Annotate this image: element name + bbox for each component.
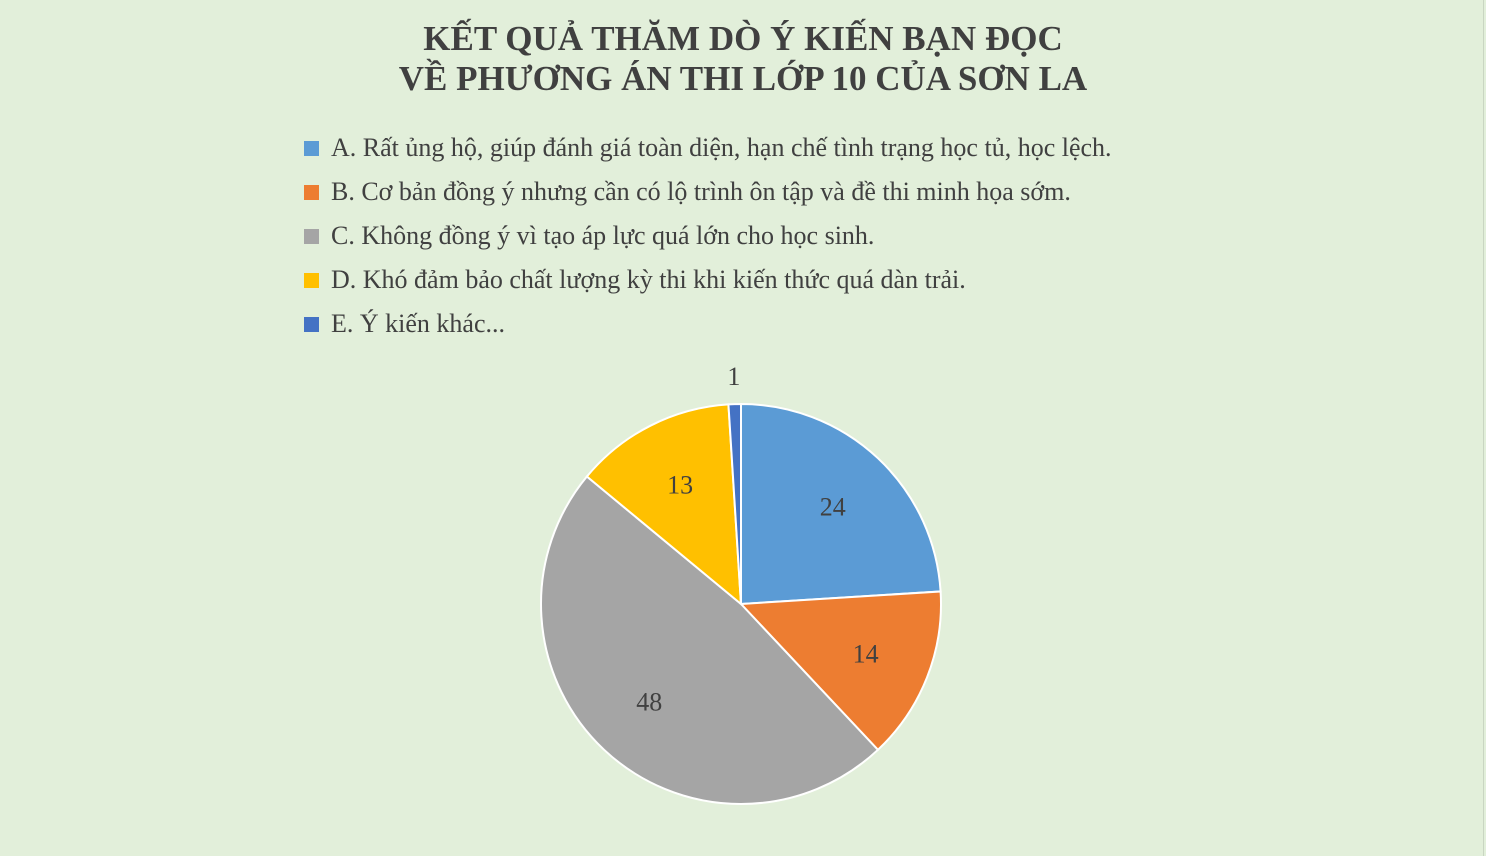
data-label-a: 24 bbox=[820, 492, 846, 521]
legend-swatch bbox=[304, 316, 319, 332]
chart-border bbox=[1483, 0, 1484, 856]
pie-slice-c bbox=[540, 475, 880, 806]
legend-swatch bbox=[304, 272, 319, 288]
chart-title-line-1: KẾT QUẢ THĂM DÒ Ý KIẾN BẠN ĐỌC bbox=[423, 19, 1063, 58]
data-label-d: 13 bbox=[667, 471, 693, 500]
legend-label: B. Cơ bản đồng ý nhưng cần có lộ trình ô… bbox=[331, 177, 1071, 206]
pie-slice-d bbox=[585, 403, 743, 607]
legend-label: A. Rất ủng hộ, giúp đánh giá toàn diện, … bbox=[331, 133, 1112, 162]
legend-label: E. Ý kiến khác... bbox=[331, 309, 506, 338]
legend-item-b: B. Cơ bản đồng ý nhưng cần có lộ trình ô… bbox=[304, 170, 1112, 214]
legend-swatch bbox=[304, 184, 319, 200]
legend-label: C. Không đồng ý vì tạo áp lực quá lớn ch… bbox=[331, 221, 875, 250]
legend-swatch bbox=[304, 228, 319, 244]
legend-item-d: D. Khó đảm bảo chất lượng kỳ thi khi kiế… bbox=[304, 258, 1112, 302]
chart-title-line-2: VỀ PHƯƠNG ÁN THI LỚP 10 CỦA SƠN LA bbox=[398, 59, 1088, 98]
legend-label: D. Khó đảm bảo chất lượng kỳ thi khi kiế… bbox=[331, 265, 966, 294]
legend: A. Rất ủng hộ, giúp đánh giá toàn diện, … bbox=[304, 126, 1112, 346]
pie-slice-b bbox=[738, 590, 942, 752]
legend-item-e: E. Ý kiến khác... bbox=[304, 302, 1112, 346]
pie-slice-a bbox=[740, 402, 942, 606]
legend-swatch bbox=[304, 140, 319, 156]
legend-item-c: C. Không đồng ý vì tạo áp lực quá lớn ch… bbox=[304, 214, 1112, 258]
legend-item-a: A. Rất ủng hộ, giúp đánh giá toàn diện, … bbox=[304, 126, 1112, 170]
data-label-e: 1 bbox=[727, 362, 740, 391]
data-label-b: 14 bbox=[853, 639, 879, 668]
pie-slice-e bbox=[727, 402, 742, 605]
data-label-c: 48 bbox=[636, 688, 662, 717]
